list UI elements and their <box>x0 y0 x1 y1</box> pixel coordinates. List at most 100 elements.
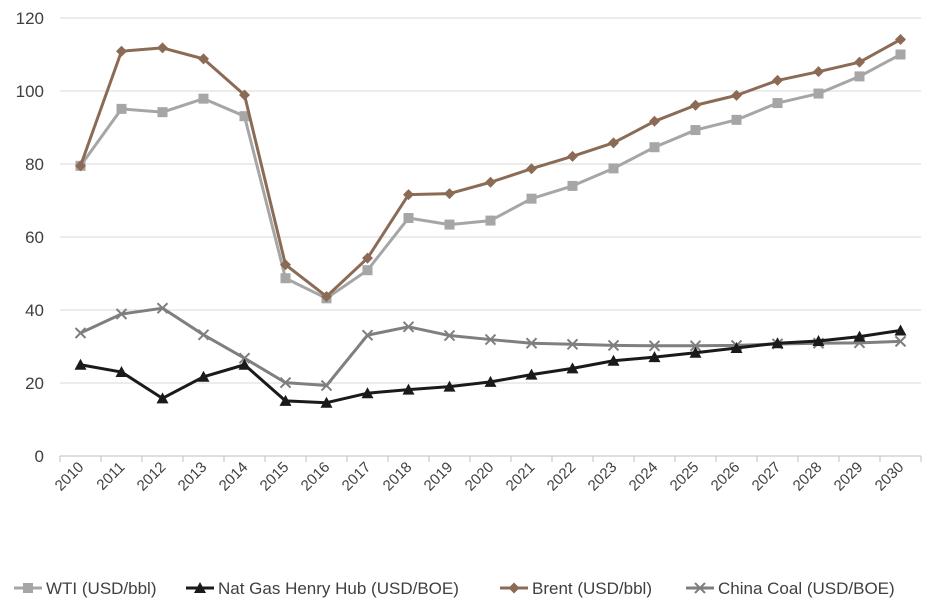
y-tick-label: 20 <box>25 374 44 393</box>
x-tick-label: 2012 <box>134 459 170 495</box>
data-point <box>854 56 865 68</box>
data-point <box>361 387 374 399</box>
legend-marker <box>23 583 33 593</box>
legend-label: Brent (USD/bbl) <box>532 579 652 598</box>
data-point <box>566 362 579 374</box>
x-tick-label: 2027 <box>749 459 785 495</box>
data-point <box>607 354 620 366</box>
data-point <box>74 358 87 370</box>
series-layer <box>74 34 907 408</box>
data-point <box>854 71 865 82</box>
data-point <box>116 45 127 57</box>
x-tick-label: 2014 <box>216 459 252 495</box>
data-point <box>402 383 415 395</box>
data-point <box>690 125 701 136</box>
data-point <box>320 379 333 392</box>
legend-item: WTI (USD/bbl) <box>14 579 157 598</box>
y-tick-label: 0 <box>35 447 44 466</box>
legend: WTI (USD/bbl) Nat Gas Henry Hub (USD/BOE)… <box>14 579 895 598</box>
data-point <box>484 333 497 346</box>
data-point <box>443 329 456 342</box>
legend-label: China Coal (USD/BOE) <box>718 579 895 598</box>
data-point <box>443 380 456 392</box>
data-point <box>607 339 620 352</box>
legend-marker <box>508 582 520 594</box>
x-tick-label: 2022 <box>544 459 580 495</box>
data-point <box>198 93 209 104</box>
data-point <box>567 150 578 162</box>
legend-marker <box>694 582 706 594</box>
y-tick-label: 60 <box>25 228 44 247</box>
data-point <box>402 321 415 333</box>
data-point <box>157 107 168 118</box>
data-point <box>156 392 169 404</box>
x-tick-label: 2026 <box>708 459 744 495</box>
data-point <box>812 335 825 347</box>
x-tick-label: 2015 <box>257 459 293 495</box>
data-point <box>567 180 578 191</box>
data-point <box>690 99 701 111</box>
legend-marker <box>194 582 206 593</box>
data-point <box>75 160 86 172</box>
series-wti-usd-bbl <box>75 49 906 304</box>
x-tick-label: 2024 <box>626 459 662 495</box>
x-tick-label: 2023 <box>585 459 621 495</box>
data-point <box>362 252 373 264</box>
data-point <box>321 290 332 302</box>
x-tick-label: 2025 <box>667 459 703 495</box>
legend-label: Nat Gas Henry Hub (USD/BOE) <box>218 579 459 598</box>
data-point <box>403 189 414 201</box>
data-point <box>689 346 702 358</box>
data-point <box>238 352 251 364</box>
x-tick-label: 2028 <box>790 459 826 495</box>
data-point <box>485 176 496 188</box>
grid-layer <box>60 17 921 384</box>
data-point <box>198 53 209 65</box>
legend-item: Brent (USD/bbl) <box>500 579 652 598</box>
data-point <box>895 49 906 60</box>
data-point <box>525 337 538 349</box>
data-point <box>731 89 742 101</box>
x-tick-label: 2017 <box>339 459 375 495</box>
y-tick-label: 100 <box>16 82 44 101</box>
data-point <box>74 327 87 339</box>
data-point <box>280 273 291 284</box>
data-point <box>526 163 537 175</box>
x-tick-label: 2010 <box>52 459 88 495</box>
x-tick-label: 2020 <box>462 459 498 495</box>
data-point <box>320 396 333 408</box>
y-tick-label: 120 <box>16 9 44 28</box>
data-point <box>238 358 251 370</box>
data-point <box>197 370 210 382</box>
data-point <box>813 88 824 99</box>
x-tick-label: 2016 <box>298 459 334 495</box>
y-tick-label: 80 <box>25 155 44 174</box>
data-point <box>157 42 168 54</box>
legend-item: Nat Gas Henry Hub (USD/BOE) <box>186 579 459 598</box>
data-point <box>525 368 538 380</box>
x-tick-label: 2013 <box>175 459 211 495</box>
series-brent-usd-bbl <box>75 34 906 302</box>
data-point <box>731 114 742 125</box>
series-nat-gas-henry-hub-usd-boe <box>74 324 907 408</box>
x-tick-label: 2019 <box>421 459 457 495</box>
y-tick-label: 40 <box>25 301 44 320</box>
x-tick-label: 2029 <box>831 459 867 495</box>
data-point <box>772 74 783 86</box>
data-point <box>894 335 907 348</box>
data-point <box>116 103 127 114</box>
data-point <box>526 193 537 204</box>
data-point <box>608 163 619 174</box>
data-point <box>361 329 374 341</box>
data-point <box>239 89 250 101</box>
data-point <box>813 66 824 78</box>
data-point <box>730 341 743 353</box>
data-point <box>771 337 784 349</box>
data-point <box>772 98 783 109</box>
legend-label: WTI (USD/bbl) <box>46 579 157 598</box>
data-point <box>444 188 455 200</box>
data-point <box>649 142 660 153</box>
